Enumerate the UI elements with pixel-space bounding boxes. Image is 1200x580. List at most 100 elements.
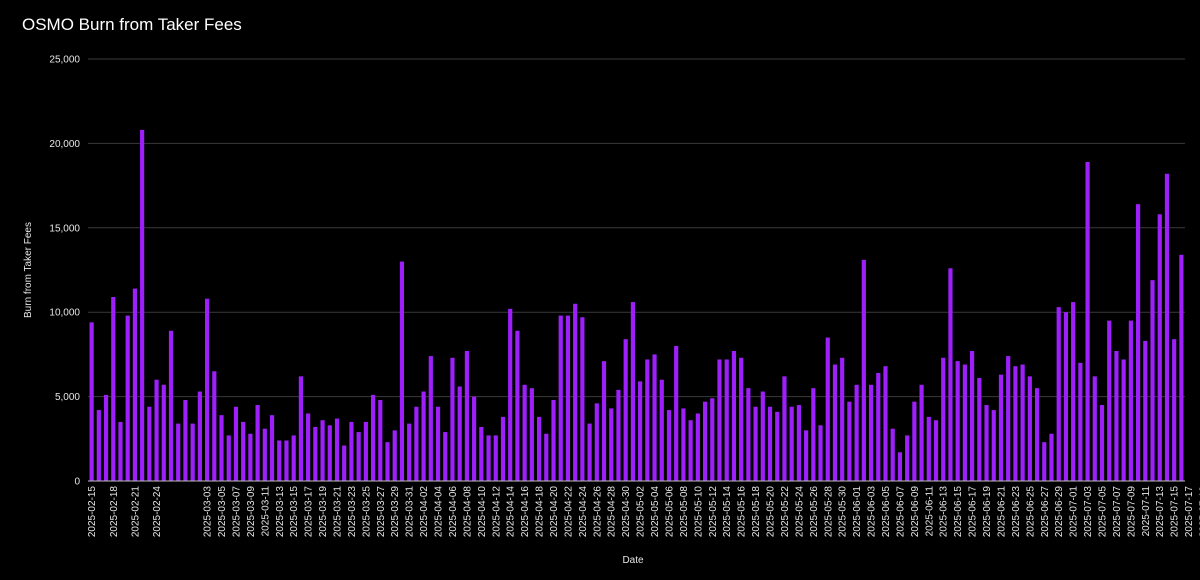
bar bbox=[219, 415, 224, 481]
bar bbox=[1049, 433, 1054, 481]
x-tick-label: 2025-07-05 bbox=[1098, 486, 1109, 538]
x-tick-label: 2025-07-15 bbox=[1170, 486, 1181, 538]
bar bbox=[1121, 359, 1126, 481]
x-tick-label: 2025-06-01 bbox=[852, 486, 863, 538]
bar bbox=[298, 376, 303, 481]
bar bbox=[645, 359, 650, 481]
bar bbox=[356, 432, 361, 481]
x-tick-label: 2025-03-29 bbox=[390, 486, 401, 538]
y-tick-label: 0 bbox=[74, 477, 80, 488]
x-tick-label: 2025-03-19 bbox=[318, 486, 329, 538]
bar bbox=[536, 416, 542, 481]
x-axis-label: Date bbox=[622, 555, 644, 566]
bar bbox=[233, 406, 239, 481]
x-tick-label: 2025-05-06 bbox=[664, 486, 675, 538]
y-axis-label: Burn from Taker Fees bbox=[23, 222, 34, 318]
x-tick-label: 2025-04-20 bbox=[549, 486, 560, 538]
x-tick-label: 2025-06-13 bbox=[939, 486, 950, 538]
x-tick-label: 2025-02-21 bbox=[130, 486, 141, 538]
bar bbox=[385, 442, 390, 481]
x-tick-label: 2025-03-21 bbox=[332, 486, 343, 538]
bar bbox=[789, 406, 794, 481]
x-tick-label: 2025-06-17 bbox=[968, 486, 979, 538]
bar bbox=[176, 423, 181, 481]
bar bbox=[226, 435, 231, 481]
y-tick-label: 10,000 bbox=[49, 308, 80, 319]
x-tick-label: 2025-05-16 bbox=[737, 486, 748, 538]
bar bbox=[435, 406, 441, 481]
bar bbox=[666, 410, 672, 481]
x-tick-label: 2025-04-24 bbox=[578, 486, 589, 538]
bar bbox=[140, 129, 145, 481]
x-tick-label: 2025-06-25 bbox=[1025, 486, 1036, 538]
bar bbox=[688, 420, 693, 481]
bar bbox=[450, 357, 455, 481]
bar bbox=[991, 410, 996, 481]
bar bbox=[414, 406, 419, 481]
bar bbox=[811, 388, 816, 481]
bar bbox=[1085, 161, 1090, 481]
bar bbox=[118, 421, 123, 481]
bar bbox=[977, 378, 982, 481]
bar bbox=[479, 426, 484, 481]
y-tick-label: 15,000 bbox=[49, 223, 80, 234]
bar bbox=[190, 423, 195, 481]
bar bbox=[327, 425, 332, 481]
x-tick-label: 2025-05-10 bbox=[693, 486, 704, 538]
x-tick-label: 2025-03-15 bbox=[289, 486, 300, 538]
x-tick-label: 2025-05-26 bbox=[809, 486, 820, 538]
x-tick-label: 2025-06-11 bbox=[924, 486, 935, 537]
x-tick-label: 2025-05-22 bbox=[780, 486, 791, 538]
bar bbox=[970, 351, 975, 481]
bar bbox=[1078, 362, 1083, 481]
bar bbox=[1006, 356, 1011, 481]
x-tick-label: 2025-05-30 bbox=[838, 486, 849, 538]
bars bbox=[89, 129, 1184, 482]
x-tick-label: 2025-04-12 bbox=[491, 486, 502, 538]
x-tick-label: 2025-04-28 bbox=[607, 486, 618, 538]
bar bbox=[1013, 366, 1018, 481]
bar bbox=[861, 259, 866, 481]
bar bbox=[753, 406, 758, 481]
x-tick-label: 2025-03-11 bbox=[260, 486, 271, 537]
bar bbox=[363, 421, 368, 481]
bar bbox=[551, 399, 556, 481]
bar bbox=[392, 430, 397, 481]
x-tick-label: 2025-06-21 bbox=[996, 486, 1007, 538]
bar bbox=[782, 376, 787, 481]
x-tick-label: 2025-04-26 bbox=[592, 486, 603, 538]
bar bbox=[472, 396, 477, 481]
bar bbox=[320, 420, 325, 481]
bar bbox=[1107, 320, 1112, 481]
x-tick-label: 2025-03-05 bbox=[217, 486, 228, 538]
bar bbox=[868, 384, 874, 481]
y-tick-label: 25,000 bbox=[49, 55, 80, 66]
x-tick-label: 2025-04-06 bbox=[448, 486, 459, 538]
bar bbox=[659, 379, 664, 481]
x-tick-label: 2025-06-03 bbox=[867, 486, 878, 538]
bar bbox=[370, 394, 376, 481]
x-tick-label: 2025-02-15 bbox=[87, 486, 98, 538]
bar bbox=[1099, 405, 1105, 481]
bar bbox=[493, 435, 498, 481]
x-tick-label: 2025-07-03 bbox=[1083, 486, 1094, 538]
bar bbox=[767, 406, 773, 481]
bar bbox=[168, 330, 174, 481]
bar bbox=[558, 315, 563, 481]
bar bbox=[587, 423, 592, 481]
x-tick-label: 2025-04-16 bbox=[520, 486, 531, 538]
bar bbox=[933, 420, 939, 481]
bar bbox=[840, 357, 845, 481]
x-tick-label: 2025-05-20 bbox=[766, 486, 777, 538]
x-tick-label: 2025-06-05 bbox=[881, 486, 892, 538]
x-tick-label: 2025-07-11 bbox=[1141, 486, 1152, 537]
bar bbox=[515, 330, 520, 481]
bar bbox=[284, 440, 289, 481]
bar bbox=[847, 401, 852, 481]
bar bbox=[529, 388, 534, 481]
x-tick-label: 2025-05-24 bbox=[794, 486, 805, 538]
bar bbox=[948, 268, 953, 481]
bar bbox=[103, 394, 109, 481]
bar bbox=[125, 315, 130, 481]
